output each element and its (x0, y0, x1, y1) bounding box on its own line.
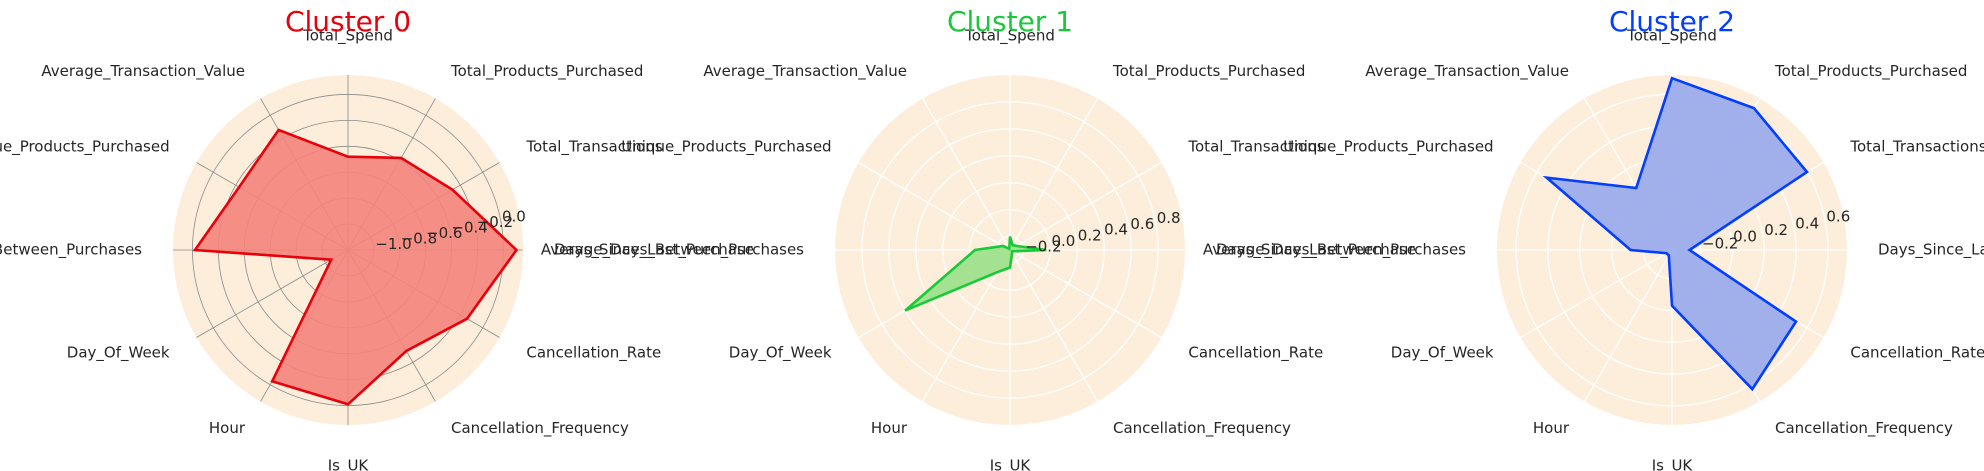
category-label: Total_Transactions (1187, 138, 1324, 157)
category-label: Is_UK (990, 457, 1032, 471)
category-label: Cancellation_Frequency (451, 419, 629, 438)
radial-tick-label: 0.0 (1052, 232, 1076, 250)
category-label: Days_Since_Last_Purchase (554, 241, 754, 260)
radial-tick-label: −0.8 (401, 230, 437, 248)
radar-spoke (1009, 161, 1162, 251)
radar-spoke (196, 249, 349, 338)
category-label: Cancellation_Rate (526, 344, 661, 363)
radial-tick-label: 0.4 (1795, 214, 1819, 232)
category-label: Cancellation_Frequency (1775, 419, 1953, 438)
category-label: Is_UK (328, 457, 370, 471)
category-label: Average_Transaction_Value (1365, 62, 1569, 81)
category-label: Hour (1533, 419, 1570, 437)
category-label: Total_Spend (302, 27, 393, 46)
panel-title: Cluster 0 (285, 5, 411, 38)
category-label: Cancellation_Rate (1188, 344, 1323, 363)
category-label: Total_Spend (1626, 27, 1717, 46)
radial-tick-label: −0.2 (477, 213, 513, 231)
radar-spoke (1583, 249, 1673, 402)
category-label: Total_Transactions (525, 138, 662, 157)
radar-panel-0: −1.0−0.8−0.6−0.4−0.20.0 Total_Spend Total_… (0, 5, 754, 471)
category-label: Day_Of_Week (67, 344, 170, 363)
radial-tick-label: −0.2 (1702, 235, 1738, 253)
category-label: Total_Products_Purchased (450, 62, 643, 81)
category-label: Unique_Products_Purchased (1283, 138, 1493, 157)
category-label: Hour (871, 419, 908, 437)
radar-panel-1: −0.20.0 0.2 0.4 0.6 0.8 Total_Spend Total_Prod… (541, 5, 1416, 471)
category-label: Day_Of_Week (1391, 344, 1494, 363)
radial-tick-label: 0.6 (1826, 208, 1850, 226)
radial-tick-label: 0.8 (1157, 209, 1181, 227)
radial-tick-label: −1.0 (375, 235, 411, 253)
radar-panel-2: −0.20.0 0.2 0.4 0.6 Total_Spend Total_Product… (1203, 5, 1984, 471)
panel-title: Cluster 1 (947, 5, 1073, 38)
panel-title: Cluster 2 (1609, 5, 1735, 38)
category-label: Days_Since_Last_Purchase (1878, 241, 1984, 260)
category-label: Average_Days_Between_Purchases (1203, 241, 1466, 260)
radial-tick-label: −0.6 (426, 224, 462, 242)
radial-tick-label: 0.0 (1733, 228, 1757, 246)
category-label: Unique_Products_Purchased (0, 138, 170, 157)
category-label: Total_Products_Purchased (1774, 62, 1967, 81)
radar-spoke (1009, 249, 1099, 402)
category-label: Average_Transaction_Value (41, 62, 245, 81)
radial-tick-label: 0.2 (1764, 221, 1788, 239)
radar-spoke (1520, 249, 1673, 339)
category-label: Average_Days_Between_Purchases (0, 241, 142, 260)
radar-spoke (921, 98, 1011, 251)
category-label: Total_Spend (964, 27, 1055, 46)
category-label: Days_Since_Last_Purchase (1216, 241, 1416, 260)
radial-tick-label: 0.0 (502, 208, 526, 226)
radial-tick-label: −0.4 (451, 219, 487, 237)
category-label: Total_Products_Purchased (1112, 62, 1305, 81)
radar-spoke (1009, 249, 1162, 339)
radial-tick-label: 0.2 (1078, 226, 1102, 244)
category-label: Is_UK (1652, 457, 1694, 471)
category-label: Total_Transactions (1849, 138, 1984, 157)
radial-tick-label: 0.4 (1104, 221, 1128, 239)
category-label: Cancellation_Frequency (1113, 419, 1291, 438)
category-label: Unique_Products_Purchased (621, 138, 831, 157)
radial-tick-label: 0.6 (1130, 215, 1154, 233)
category-label: Hour (209, 419, 246, 437)
category-label: Average_Days_Between_Purchases (541, 241, 804, 260)
radar-spoke (858, 161, 1011, 251)
radar-spoke (921, 249, 1011, 402)
category-label: Cancellation_Rate (1850, 344, 1984, 363)
radar-spoke (1009, 98, 1099, 251)
radial-tick-label: −0.2 (1025, 238, 1061, 256)
category-label: Average_Transaction_Value (703, 62, 907, 81)
category-label: Day_Of_Week (729, 344, 832, 363)
